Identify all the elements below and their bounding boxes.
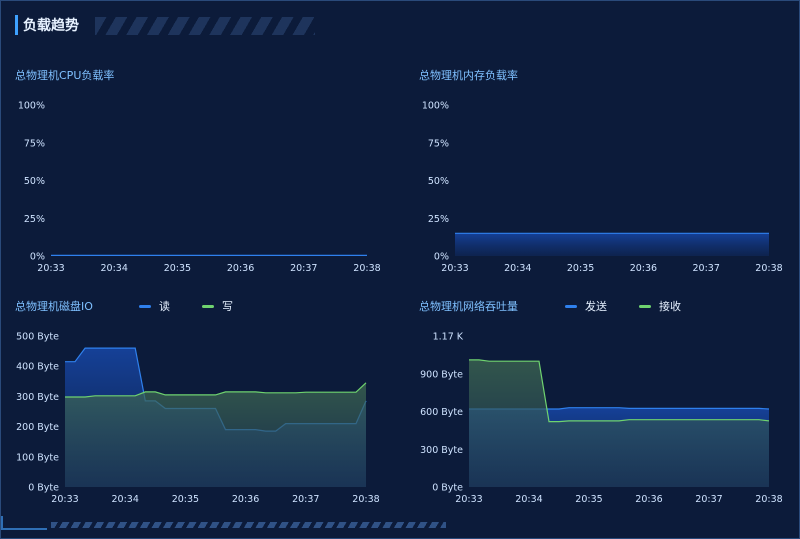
x-tick-label: 20:36 xyxy=(630,263,657,274)
cpu-chart-svg: 0% 25% 50% 75% 100% 20:33 20:34 20:35 20:36 20:37… xyxy=(18,101,381,275)
network-chart-svg: 0 Byte 300 Byte 600 Byte 900 Byte 1.17 K 20:3… xyxy=(420,332,783,506)
chart-title: 总物理机磁盘IO xyxy=(15,300,93,313)
footer-decoration xyxy=(1,516,461,532)
x-tick-label: 20:35 xyxy=(172,494,199,505)
x-tick-label: 20:37 xyxy=(292,494,319,505)
y-tick-label: 75% xyxy=(24,138,45,149)
header-decoration xyxy=(95,17,315,35)
x-tick-label: 20:35 xyxy=(567,263,594,274)
legend-swatch xyxy=(639,304,651,308)
x-tick-label: 20:37 xyxy=(290,263,317,274)
y-tick-label: 100% xyxy=(18,101,45,112)
x-tick-label: 20:33 xyxy=(441,263,468,274)
x-tick-label: 20:34 xyxy=(112,494,139,505)
disk-chart-svg: 0 Byte 100 Byte 200 Byte 300 Byte 400 Byte 50… xyxy=(16,332,380,506)
y-tick-label: 25% xyxy=(428,214,449,225)
legend-swatch xyxy=(202,304,214,308)
panel-title: 负载趋势 xyxy=(23,18,79,34)
disk-io-chart: 总物理机磁盘IO 读 写 0 Byte 100 Byte 200 Byte 300 B… xyxy=(15,298,395,508)
x-tick-label: 20:38 xyxy=(352,494,379,505)
x-tick-label: 20:38 xyxy=(755,494,782,505)
x-tick-label: 20:38 xyxy=(755,263,782,274)
chart-legend[interactable]: 发送 接收 xyxy=(565,298,713,314)
cpu-load-chart: 总物理机CPU负载率 0% 25% 50% 75% 100% 20:33 20:34 20:3… xyxy=(15,67,395,277)
y-tick-label: 0 Byte xyxy=(28,483,59,494)
y-tick-label: 1.17 K xyxy=(433,332,464,343)
panel-header: 负载趋势 xyxy=(15,13,315,37)
series-area xyxy=(455,233,769,256)
legend-label: 发送 xyxy=(585,300,607,313)
y-tick-label: 75% xyxy=(428,138,449,149)
x-tick-label: 20:35 xyxy=(164,263,191,274)
y-tick-label: 0% xyxy=(434,252,449,263)
y-tick-label: 600 Byte xyxy=(420,407,463,418)
x-tick-label: 20:33 xyxy=(455,494,482,505)
legend-item-write[interactable]: 写 xyxy=(202,298,233,314)
chart-title: 总物理机CPU负载率 xyxy=(15,69,115,82)
y-tick-label: 0% xyxy=(30,252,45,263)
y-tick-label: 500 Byte xyxy=(16,332,59,343)
footer-strip xyxy=(51,522,446,528)
chart-legend[interactable]: 读 写 xyxy=(139,298,265,314)
series-area xyxy=(469,359,769,487)
legend-label: 写 xyxy=(222,300,233,313)
y-tick-label: 50% xyxy=(24,176,45,187)
y-tick-label: 0 Byte xyxy=(432,483,463,494)
x-tick-label: 20:36 xyxy=(635,494,662,505)
series-line xyxy=(65,382,367,398)
y-tick-label: 100% xyxy=(422,101,449,112)
legend-swatch xyxy=(565,304,577,308)
x-tick-label: 20:38 xyxy=(353,263,380,274)
chart-title: 总物理机内存负载率 xyxy=(419,69,518,82)
x-tick-label: 20:37 xyxy=(693,263,720,274)
header-accent-bar xyxy=(15,15,18,35)
x-tick-label: 20:34 xyxy=(101,263,128,274)
y-tick-label: 100 Byte xyxy=(16,452,59,463)
y-tick-label: 300 Byte xyxy=(16,392,59,403)
y-tick-label: 300 Byte xyxy=(420,445,463,456)
chart-title: 总物理机网络吞吐量 xyxy=(419,300,518,313)
x-tick-label: 20:36 xyxy=(232,494,259,505)
x-tick-label: 20:34 xyxy=(504,263,531,274)
footer-corner xyxy=(1,516,47,530)
y-tick-label: 900 Byte xyxy=(420,369,463,380)
legend-label: 读 xyxy=(159,300,170,313)
x-tick-label: 20:33 xyxy=(37,263,64,274)
series-line xyxy=(469,359,770,423)
legend-swatch xyxy=(139,304,151,308)
network-throughput-chart: 总物理机网络吞吐量 发送 接收 0 Byte 300 Byte 600 Byte 90… xyxy=(419,298,799,508)
x-tick-label: 20:37 xyxy=(695,494,722,505)
memory-load-chart: 总物理机内存负载率 0% 25% 50% 75% 100% 20:33 20:34 20:35… xyxy=(419,67,799,277)
x-tick-label: 20:33 xyxy=(51,494,78,505)
x-tick-label: 20:36 xyxy=(227,263,254,274)
legend-label: 接收 xyxy=(659,300,681,313)
y-tick-label: 400 Byte xyxy=(16,362,59,373)
series-area xyxy=(65,382,366,487)
x-tick-label: 20:34 xyxy=(515,494,542,505)
x-tick-label: 20:35 xyxy=(575,494,602,505)
legend-item-read[interactable]: 读 xyxy=(139,298,170,314)
y-tick-label: 50% xyxy=(428,176,449,187)
y-tick-label: 25% xyxy=(24,214,45,225)
legend-item-receive[interactable]: 接收 xyxy=(639,298,681,314)
legend-item-send[interactable]: 发送 xyxy=(565,298,607,314)
memory-chart-svg: 0% 25% 50% 75% 100% 20:33 20:34 20:35 20:36 20:37… xyxy=(422,101,783,275)
y-tick-label: 200 Byte xyxy=(16,422,59,433)
